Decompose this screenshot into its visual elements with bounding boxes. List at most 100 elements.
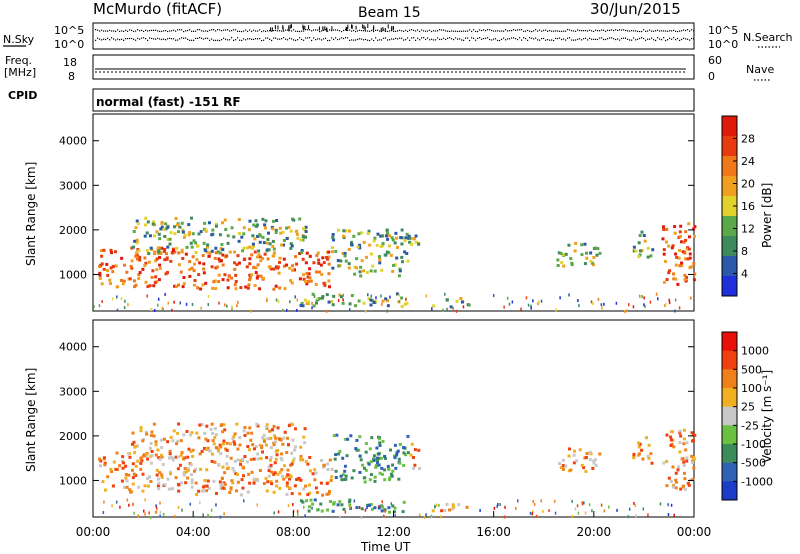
- echo-point: [197, 489, 201, 493]
- echo-point: [459, 297, 463, 301]
- echo-point: [251, 242, 255, 246]
- noise-search-point: [115, 39, 117, 41]
- echo-point: [672, 445, 676, 449]
- noise-sky-point: [121, 30, 123, 32]
- noise-sky-point: [689, 30, 691, 32]
- noise-search-point: [289, 37, 291, 39]
- noise-search-point: [691, 37, 693, 40]
- ground-scatter-point: [337, 299, 340, 303]
- echo-point: [219, 259, 223, 263]
- noise-sky-point: [465, 30, 467, 32]
- echo-point: [380, 509, 384, 513]
- noise-spike: [347, 24, 349, 29]
- echo-point: [302, 277, 306, 281]
- echo-point: [265, 456, 269, 460]
- noise-search-point: [607, 38, 609, 40]
- echo-point: [274, 440, 278, 444]
- noise-sky-point: [589, 29, 591, 31]
- power-colorbar-tick-label: 4: [741, 268, 748, 281]
- noise-sky-point: [327, 30, 329, 32]
- echo-point: [167, 487, 171, 491]
- noise-sky-point: [141, 29, 143, 32]
- noise-search-point: [177, 39, 179, 41]
- noise-search-point: [475, 39, 477, 41]
- echo-point: [189, 450, 193, 454]
- echo-point: [647, 443, 651, 447]
- echo-point: [395, 451, 399, 455]
- noise-search-point: [617, 38, 619, 40]
- echo-point: [281, 442, 285, 446]
- echo-point: [584, 455, 588, 459]
- noise-sky-point: [377, 29, 379, 31]
- echo-point: [280, 468, 284, 472]
- echo-point: [101, 480, 105, 484]
- ground-scatter-point: [93, 305, 95, 309]
- echo-point: [160, 455, 164, 459]
- echo-point: [272, 267, 276, 271]
- echo-point: [561, 464, 565, 468]
- echo-point: [343, 251, 347, 255]
- echo-point: [274, 449, 278, 453]
- noise-search-point: [253, 38, 255, 41]
- echo-point: [274, 284, 278, 288]
- echo-point: [675, 255, 679, 259]
- echo-point: [109, 266, 113, 270]
- echo-point: [270, 470, 274, 474]
- echo-point: [285, 481, 289, 485]
- echo-point: [269, 436, 273, 440]
- ground-scatter-point: [389, 295, 391, 299]
- noise-sky-point: [335, 29, 337, 31]
- echo-point: [255, 223, 259, 227]
- echo-point: [269, 465, 273, 469]
- echo-point: [214, 246, 218, 250]
- noise-search-point: [645, 39, 647, 41]
- echo-point: [673, 225, 677, 229]
- ground-scatter-point: [689, 296, 692, 300]
- noise-sky-point: [147, 30, 149, 32]
- noise-search-point: [249, 38, 251, 40]
- noise-sky-point: [367, 30, 369, 32]
- noise-search-point: [111, 37, 113, 39]
- echo-point: [307, 300, 311, 304]
- echo-point: [263, 223, 267, 227]
- noise-sky-point: [107, 30, 109, 32]
- echo-point: [402, 451, 406, 455]
- echo-point: [367, 229, 371, 233]
- echo-point: [380, 505, 384, 509]
- echo-point: [256, 457, 260, 461]
- noise-sky-point: [137, 29, 139, 31]
- noise-search-point: [363, 39, 365, 41]
- noise-sky-point: [391, 30, 393, 32]
- noise-sky-point: [389, 30, 391, 32]
- echo-point: [103, 488, 107, 492]
- noise-search-point: [445, 38, 447, 41]
- noise-search-point: [397, 38, 399, 40]
- echo-point: [257, 253, 261, 257]
- noise-search-point: [385, 37, 387, 39]
- ground-scatter-point: [531, 512, 534, 516]
- noise-search-point: [243, 38, 245, 40]
- ground-scatter-point: [555, 308, 557, 312]
- ground-scatter-point: [155, 504, 157, 508]
- echo-point: [259, 274, 263, 278]
- noise-search-point: [129, 37, 131, 40]
- echo-point: [158, 471, 162, 475]
- echo-point: [315, 490, 319, 494]
- echo-point: [226, 241, 230, 245]
- echo-point: [248, 219, 252, 223]
- echo-point: [327, 250, 331, 254]
- echo-point: [271, 219, 275, 223]
- echo-point: [214, 251, 218, 255]
- noise-sky-point: [487, 29, 489, 31]
- echo-point: [175, 285, 179, 289]
- echo-point: [214, 224, 218, 228]
- noise-sky-point: [165, 30, 167, 32]
- noise-search-point: [585, 37, 587, 39]
- echo-point: [314, 270, 318, 274]
- ground-scatter-point: [511, 300, 514, 304]
- noise-sky-point: [343, 29, 345, 32]
- ground-scatter-point: [398, 293, 400, 297]
- noise-search-point: [239, 39, 241, 41]
- echo-point: [319, 263, 323, 267]
